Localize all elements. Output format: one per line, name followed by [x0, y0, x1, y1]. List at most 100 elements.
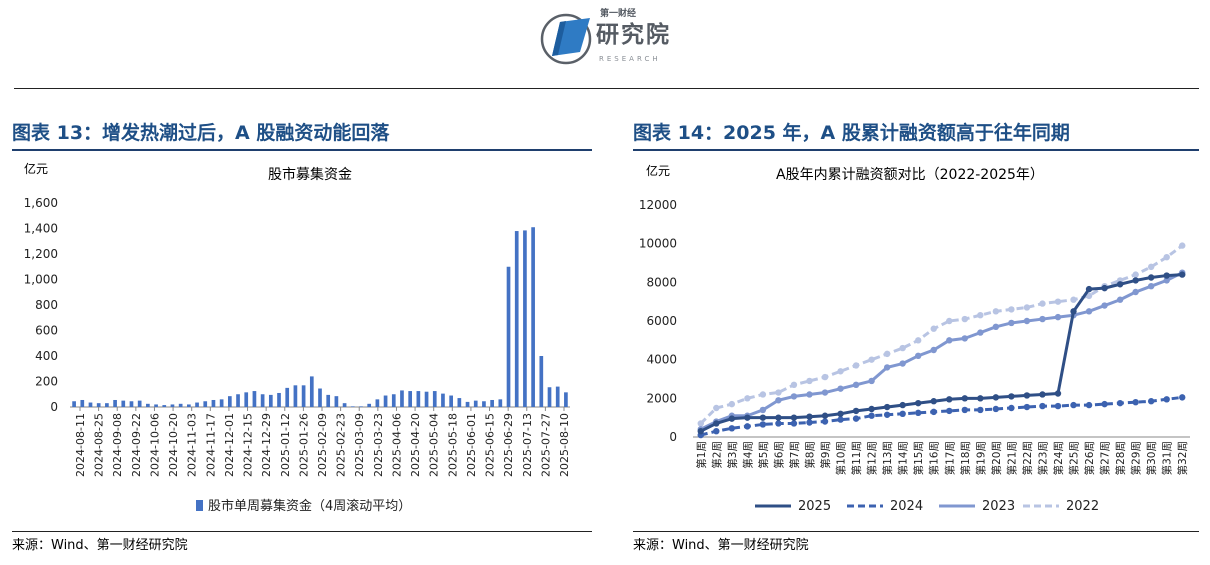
data-point-2025	[961, 395, 968, 402]
data-point-2023	[899, 360, 906, 367]
bar	[342, 403, 347, 407]
y-tick-label: 1,400	[24, 222, 58, 236]
bar	[383, 395, 388, 407]
x-tick-label: 2024-12-01	[223, 413, 236, 477]
data-point-2024	[883, 411, 891, 418]
data-point-2022	[1008, 306, 1015, 313]
data-point-2024	[713, 428, 720, 435]
x-tick-label: 第4周	[741, 441, 754, 469]
left-title-rule	[12, 149, 592, 151]
bar	[80, 399, 85, 407]
x-tick-label: 2024-11-03	[186, 413, 199, 477]
data-point-2025	[930, 398, 937, 405]
y-tick-label: 1,200	[24, 247, 58, 261]
bar	[268, 394, 273, 407]
data-point-2025	[883, 403, 891, 411]
bar	[441, 393, 445, 407]
bar	[400, 390, 404, 407]
data-point-2024	[1132, 399, 1139, 406]
x-tick-label: 第14周	[897, 441, 910, 475]
data-point-2025	[744, 414, 751, 421]
x-tick-label: 第30周	[1145, 441, 1158, 475]
bar	[490, 399, 494, 407]
data-point-2023	[1101, 302, 1108, 309]
data-point-2025	[868, 405, 875, 413]
x-tick-label: 第9周	[819, 441, 832, 469]
data-point-2022	[1179, 242, 1186, 249]
bar	[219, 399, 224, 407]
data-point-2024	[821, 418, 829, 425]
left-chart-title: 股市募集资金	[268, 167, 352, 183]
bar	[449, 395, 453, 407]
x-tick-label: 第12周	[866, 441, 879, 475]
right-title-rule	[633, 149, 1199, 151]
x-tick-label: 2025-08-10	[558, 413, 571, 477]
x-tick-label: 第2周	[710, 441, 723, 469]
data-point-2022	[1163, 254, 1170, 261]
bar	[285, 387, 290, 407]
x-tick-label: 第5周	[757, 441, 770, 469]
y-tick-label: 1,600	[24, 196, 58, 210]
data-point-2025	[1054, 390, 1062, 397]
series-line-2022	[699, 244, 1184, 425]
legend-label: 2024	[890, 499, 923, 514]
data-point-2022	[1039, 300, 1046, 307]
x-tick-label: 第8周	[803, 441, 816, 469]
data-point-2022	[852, 362, 860, 369]
data-point-2024	[946, 407, 953, 415]
x-tick-label: 2025-06-29	[502, 413, 515, 477]
bar	[301, 385, 306, 407]
data-point-2025	[1085, 285, 1093, 293]
x-tick-label: 第21周	[1005, 441, 1018, 475]
bar	[203, 401, 208, 407]
x-tick-label: 第18周	[959, 441, 972, 475]
bar	[129, 401, 134, 407]
data-point-2023	[1147, 283, 1155, 290]
x-tick-label: 2024-10-20	[167, 413, 180, 477]
x-tick-label: 第17周	[943, 441, 956, 475]
x-tick-label: 2024-09-08	[111, 413, 124, 477]
x-tick-label: 第32周	[1176, 441, 1189, 475]
x-tick-label: 第27周	[1099, 441, 1112, 475]
bar	[154, 404, 158, 407]
data-point-2025	[899, 401, 906, 409]
x-tick-label: 2025-04-20	[409, 413, 422, 477]
data-point-2024	[1116, 399, 1124, 407]
bar	[416, 391, 421, 407]
data-point-2025	[837, 410, 844, 417]
x-tick-label: 第11周	[850, 441, 863, 475]
bar	[498, 399, 503, 407]
bar	[113, 399, 117, 407]
bar	[547, 387, 552, 407]
data-point-2024	[744, 423, 751, 430]
logo-small-text: 第一财经	[600, 9, 637, 19]
data-point-2024	[837, 416, 844, 423]
research-logo: 第一财经 研究院 RESEARCH	[538, 8, 688, 70]
data-point-2022	[837, 368, 844, 375]
data-point-2025	[852, 407, 860, 415]
bar	[309, 376, 314, 407]
data-point-2024	[977, 406, 984, 414]
bar	[72, 401, 76, 407]
left-bar-chart: 0 200 400 600 800 1,000 1,200 1,400 1,600 2024-08…	[24, 196, 571, 514]
data-point-2023	[821, 389, 829, 396]
data-point-2025	[1023, 392, 1031, 399]
right-source-rule	[633, 531, 1199, 532]
bar	[424, 391, 429, 407]
bar	[555, 386, 560, 407]
data-point-2024	[1147, 398, 1155, 405]
data-point-2023	[759, 406, 767, 414]
data-point-2023	[868, 377, 875, 385]
data-point-2024	[899, 410, 906, 417]
data-point-2022	[759, 391, 767, 398]
bar	[473, 400, 478, 407]
data-point-2024	[1054, 402, 1062, 410]
x-tick-label: 第1周	[695, 441, 708, 469]
data-point-2023	[992, 323, 1000, 330]
data-point-2022	[899, 344, 906, 352]
x-tick-label: 2024-08-25	[93, 413, 106, 477]
data-point-2023	[775, 397, 782, 404]
data-point-2024	[806, 419, 813, 426]
data-point-2022	[821, 373, 829, 381]
bar	[146, 403, 150, 407]
